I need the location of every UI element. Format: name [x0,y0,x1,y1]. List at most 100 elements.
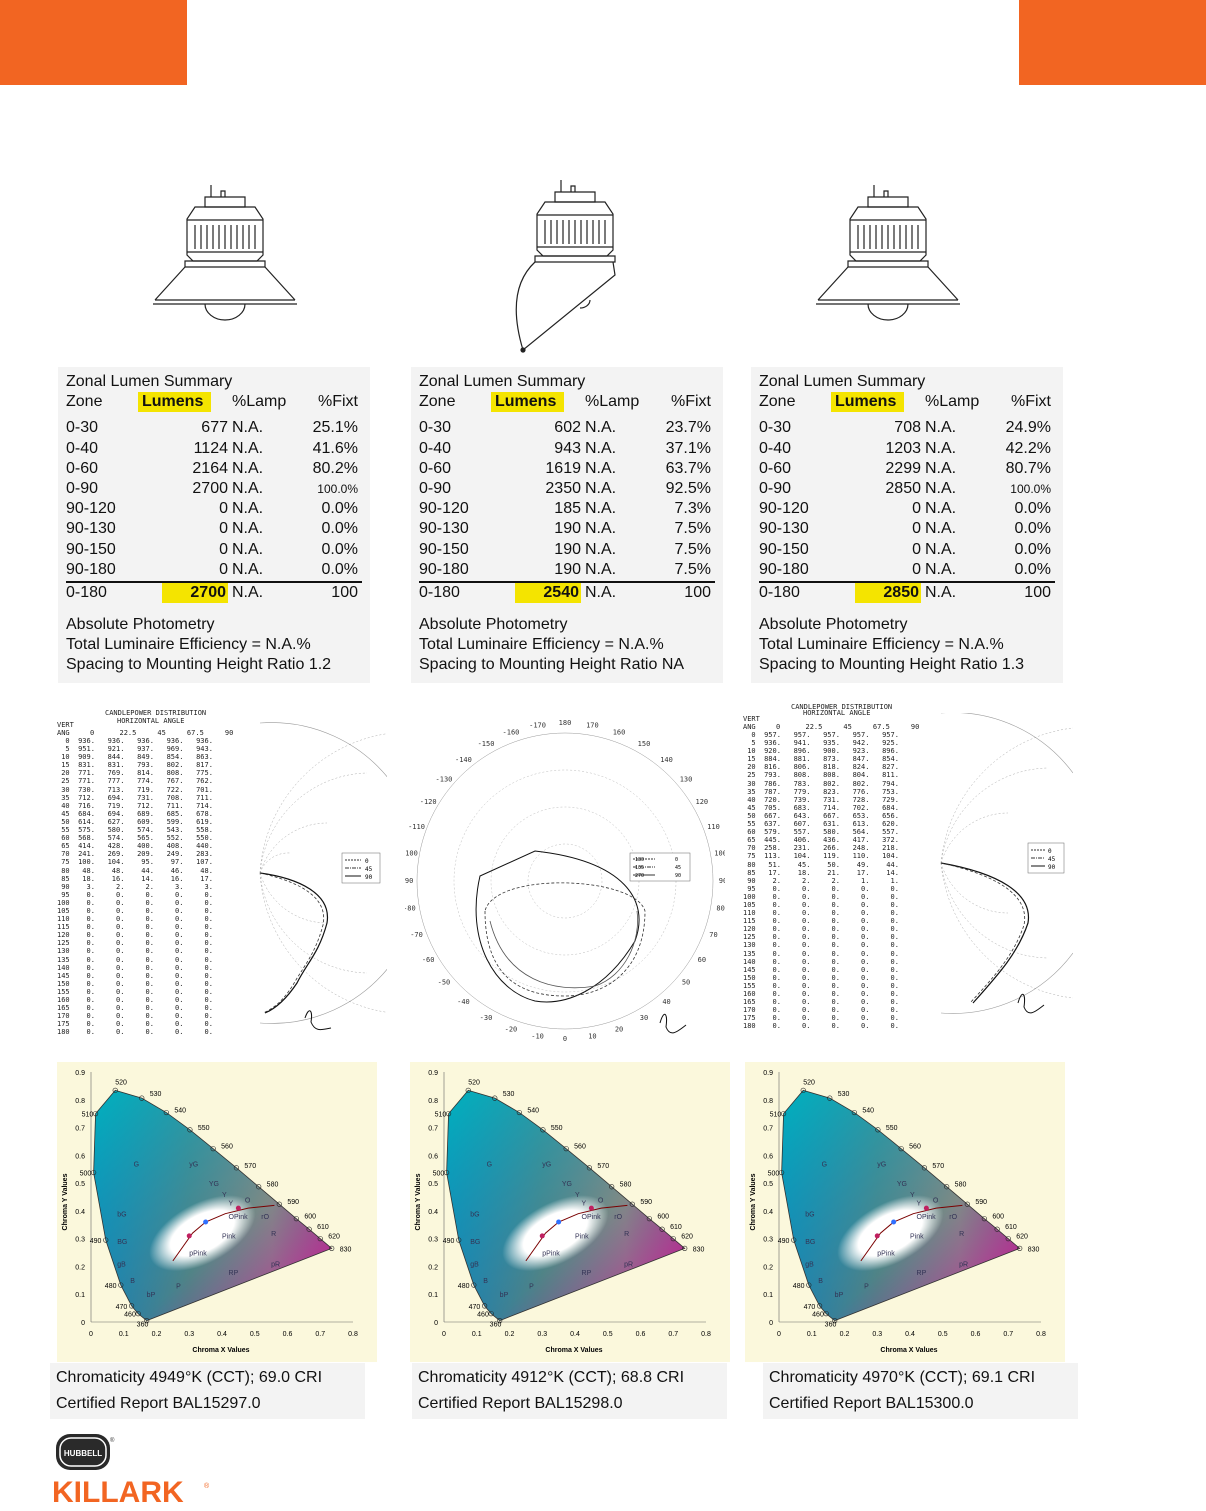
y-tick-label: 0.4 [428,1209,438,1216]
zonal-foot-line: Total Luminaire Efficiency = N.A.% [759,636,1004,654]
region-label: bP [835,1292,844,1299]
x-tick-label: 0.5 [938,1331,948,1338]
x-tick-label: 0.6 [636,1331,646,1338]
y-tick-label: 0.3 [428,1237,438,1244]
polar-label: -50 [438,979,451,987]
caption-1: Chromaticity 4949°K (CCT); 69.0 CRI Cert… [50,1363,365,1419]
zonal-row: 90-130 0 N.A. 0.0% [759,519,1055,539]
fixture-drawing-3 [816,185,960,321]
region-label: YG [209,1181,219,1188]
wavelength-label: 610 [1005,1224,1017,1231]
zonal-row: 90-120 0 N.A. 0.0% [66,499,362,519]
polar-label: 130 [680,775,693,783]
zonal-cell: 41.6% [312,439,358,457]
wavelength-marker [497,1318,503,1324]
polar-curve [484,882,646,997]
wavelength-marker [1017,1245,1023,1251]
lumens-highlight: Lumens [491,392,565,413]
white-region [502,1195,609,1272]
wavelength-label: 360 [825,1322,837,1329]
region-label: R [271,1231,276,1238]
wavelength-marker [488,1311,494,1317]
zonal-cell: 23.7% [665,419,711,437]
zonal-row: 0-90 2850 N.A. 100.0% [759,479,1055,499]
polar-label: 170 [586,721,599,729]
zonal-cell: 0 [219,540,228,558]
y-axis-label: Chroma Y Values [750,1173,757,1230]
x-tick-label: 0.6 [283,1331,293,1338]
zonal-lumen-summary-3: Zonal Lumen Summary Zone Lumens %Lamp %Fixt 0… [751,367,1063,683]
hubbell-killark-logo[interactable]: HUBBELL ® KILLARK ® [52,1432,222,1509]
candlepower-header-1: CANDLEPOWER DISTRIBUTION [105,709,207,717]
zonal-cell: 185 [554,500,581,518]
wavelength-marker [659,1226,665,1232]
wavelength-label: 570 [932,1163,944,1170]
region-label: gB [117,1261,126,1268]
zonal-row: 90-180 190 N.A. 7.5% [419,560,715,580]
zonal-cell: N.A. [585,439,617,457]
cie-diagram-2: 0 0.1 0.2 0.3 0.4 0.5 0.6 0.7 0.8 0 0.1 0.2 0.3 0.4 0.… [410,1062,730,1362]
wavelength-label: 510 [770,1112,782,1119]
zonal-cell: 0-60 [419,459,452,477]
zonal-cell: 0-40 [759,439,792,457]
x-tick-label: 0 [442,1331,446,1338]
svg-text:®: ® [110,1437,115,1444]
zonal-cell: N.A. [585,560,617,578]
wavelength-label: 500 [433,1171,445,1178]
polar-label: 30 [640,1014,648,1022]
zonal-cell: N.A. [925,560,957,578]
region-label: gB [470,1261,479,1268]
wavelength-label: 470 [804,1304,816,1311]
zonal-row: 90-130 190 N.A. 7.5% [419,519,715,539]
zonal-cell: 90-180 [759,560,809,578]
polar-label: 140 [660,756,673,764]
zonal-foot-line: Absolute Photometry [419,616,568,634]
zonal-row: 0-90 2700 N.A. 100.0% [66,479,362,499]
wavelength-label: 360 [137,1322,149,1329]
region-label: OPink [582,1214,602,1221]
wavelength-marker [540,1127,546,1133]
zonal-cell: 0 [219,560,228,578]
wavelength-label: 580 [955,1182,967,1189]
polar-label: 100 [714,850,725,858]
wavelength-marker [516,1109,522,1116]
polar-legend-label: 45 [675,865,681,871]
chromaticity-text: Chromaticity 4970°K (CCT); 69.1 CRI [769,1369,1036,1386]
region-label: G [487,1161,492,1168]
zonal-cell: 0 [912,500,921,518]
candlepower-subheader-3: HORIZONTAL ANGLE [803,709,871,717]
chromaticity-point [235,1205,241,1211]
zonal-cell: 1203 [885,439,921,457]
y-tick-label: 0.3 [763,1237,773,1244]
x-tick-label: 0.4 [570,1331,580,1338]
zonal-cell: 0.0% [321,560,358,578]
zonal-header-lumens: Lumens [831,392,921,413]
polar-curve [475,850,640,1003]
zonal-header-row: Zone Lumens %Lamp %Fixt [419,392,715,413]
polar-legend-label: 270 [635,873,644,879]
zonal-footer: Absolute Photometry Total Luminaire Effic… [419,615,715,675]
svg-text:45: 45 [365,866,373,873]
zonal-row: 90-130 0 N.A. 0.0% [66,519,362,539]
zonal-cell: N.A. [232,520,264,538]
polar-label: -60 [422,956,435,964]
total-lumens-highlight: 2700 [162,582,228,604]
region-label: R [959,1231,964,1238]
zonal-cell: 2850 [885,479,921,497]
wavelength-marker [944,1184,950,1190]
zonal-row: 90-180 0 N.A. 0.0% [66,560,362,580]
zonal-cell: 0 [912,540,921,558]
zonal-cell: 2164 [192,459,228,477]
region-label: OPink [917,1214,937,1221]
zonal-cell: 1124 [193,439,228,457]
wavelength-marker [492,1095,498,1101]
white-region [837,1195,944,1272]
zonal-total-fixt: 100 [331,583,358,601]
zonal-cell: N.A. [585,500,617,518]
region-label: G [822,1161,827,1168]
region-label: P [864,1284,869,1291]
polar-label: -110 [408,823,425,831]
cie-diagram-3: 0 0.1 0.2 0.3 0.4 0.5 0.6 0.7 0.8 0 0.1 0.2 0.3 0.4 0.… [745,1062,1065,1362]
region-label: Y [229,1200,234,1207]
zonal-header-fixt: %Fixt [318,393,358,411]
